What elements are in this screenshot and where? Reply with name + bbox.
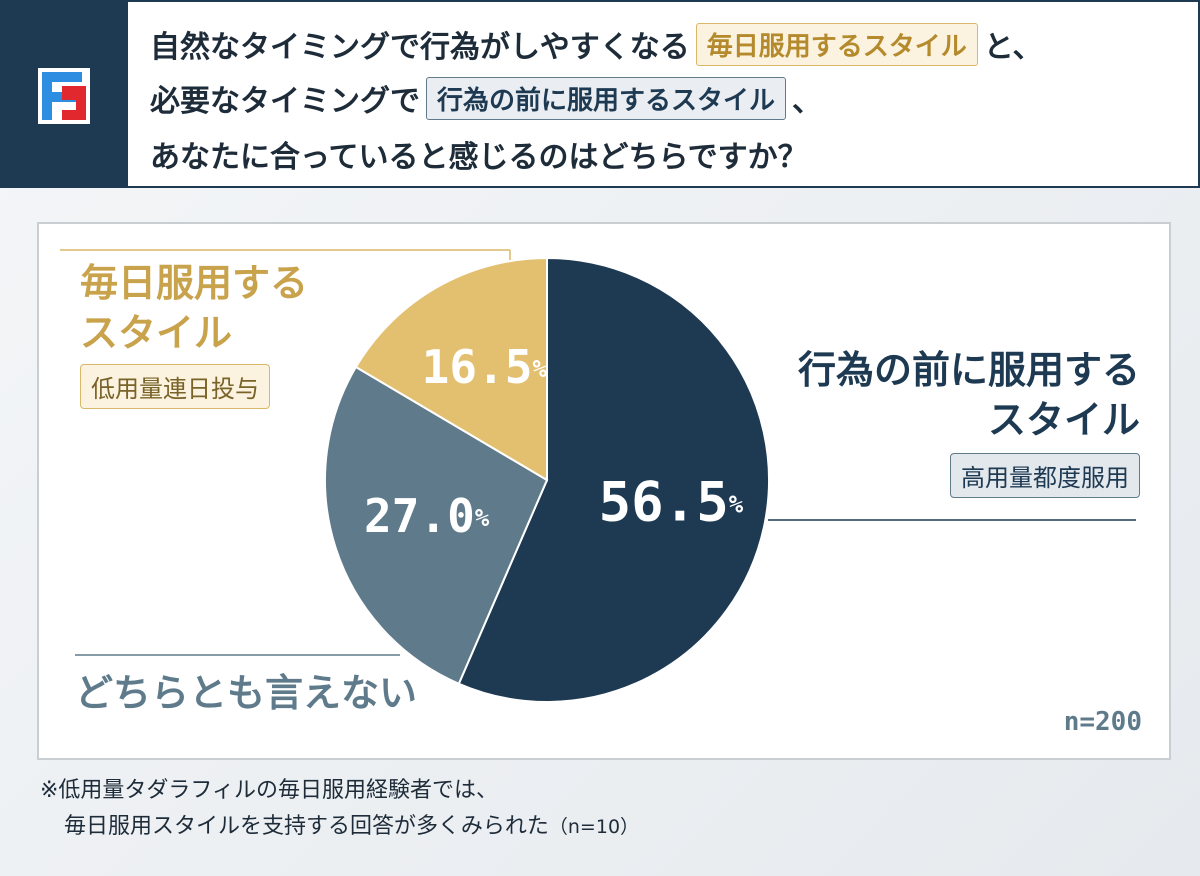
value-label: 16.5% xyxy=(422,340,548,394)
category-label-block: 毎日服用するスタイル 低用量連日投与 xyxy=(80,258,330,409)
title-line: 自然なタイミングで行為がしやすくなる 毎日服用するスタイル と、 xyxy=(150,22,1043,66)
category-label-block: 行為の前に服用するスタイル 高用量都度服用 xyxy=(762,345,1140,498)
logo xyxy=(38,68,90,124)
pie-slice xyxy=(354,256,548,482)
sub-label: 低用量連日投与 xyxy=(80,364,270,409)
title-badge: 行為の前に服用するスタイル xyxy=(426,76,787,120)
footnote: （n=10） xyxy=(548,816,640,838)
pie-slice xyxy=(324,365,549,686)
title-text: 必要なタイミングで xyxy=(150,84,420,119)
title-badge: 毎日服用するスタイル xyxy=(695,22,978,66)
footnote-line: 毎日服用スタイルを支持する回答が多くみられた（n=10） xyxy=(64,808,639,840)
title-text: あなたに合っていると感じるのはどちらですか？ xyxy=(150,140,808,175)
footnote: ※低用量タダラフィルの毎日服用経験者では、 xyxy=(40,778,498,803)
title-text: 自然なタイミングで行為がしやすくなる xyxy=(150,30,690,65)
category-label: どちらとも言えない xyxy=(75,671,418,715)
sub-label: 高用量都度服用 xyxy=(950,453,1140,498)
logo-box xyxy=(0,0,128,188)
value-label: 27.0% xyxy=(364,489,490,543)
value-label: 56.5% xyxy=(599,470,744,533)
title-line: 必要なタイミングで 行為の前に服用するスタイル 、 xyxy=(150,76,822,120)
title-text: と、 xyxy=(983,30,1043,65)
title-line: あなたに合っていると感じるのはどちらですか？ xyxy=(150,132,808,176)
category-label: 行為の前に服用するスタイル xyxy=(797,348,1140,442)
pie-slice xyxy=(457,256,770,703)
sample-size: n=200 xyxy=(1064,707,1142,737)
category-label: 毎日服用するスタイル xyxy=(80,261,309,355)
footnote: 毎日服用スタイルを支持する回答が多くみられた xyxy=(64,814,549,839)
title-text: 、 xyxy=(792,84,823,119)
